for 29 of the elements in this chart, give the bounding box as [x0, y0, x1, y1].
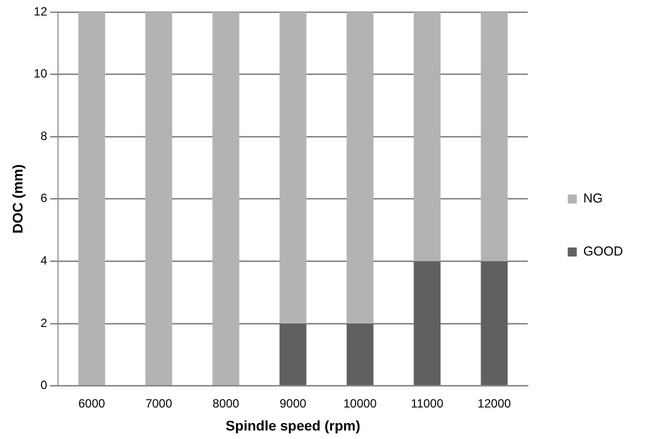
x-tick-label: 8000 — [212, 396, 240, 410]
x-tick-label: 11000 — [410, 396, 444, 410]
x-axis-title: Spindle speed (rpm) — [226, 417, 360, 434]
x-tick-label: 9000 — [280, 396, 307, 410]
bar — [414, 12, 441, 262]
x-tick-label: 6000 — [78, 396, 106, 410]
y-tick-label: 4 — [40, 254, 48, 268]
x-tick-label: 10000 — [343, 396, 378, 410]
bar — [480, 261, 508, 386]
x-tick-label: 7000 — [145, 396, 172, 410]
y-tick-label: 2 — [40, 316, 48, 330]
y-axis-title: DOC (mm) — [9, 164, 26, 234]
legend-label: GOOD — [583, 244, 624, 259]
y-tick-label: 12 — [34, 4, 48, 18]
y-tick-label: 6 — [40, 191, 48, 206]
bar — [145, 12, 172, 386]
y-tick-label: 0 — [40, 378, 48, 392]
bar — [78, 12, 106, 386]
x-tick-label: 12000 — [478, 396, 512, 410]
bar — [346, 12, 374, 324]
bar — [212, 12, 240, 386]
bar — [280, 324, 306, 386]
bar — [346, 324, 374, 386]
legend-label: NG — [583, 190, 603, 206]
y-tick-label: 10 — [34, 66, 48, 81]
bar — [414, 261, 441, 386]
bar — [280, 12, 306, 324]
y-tick-label: 8 — [40, 128, 48, 143]
bar — [480, 12, 508, 262]
